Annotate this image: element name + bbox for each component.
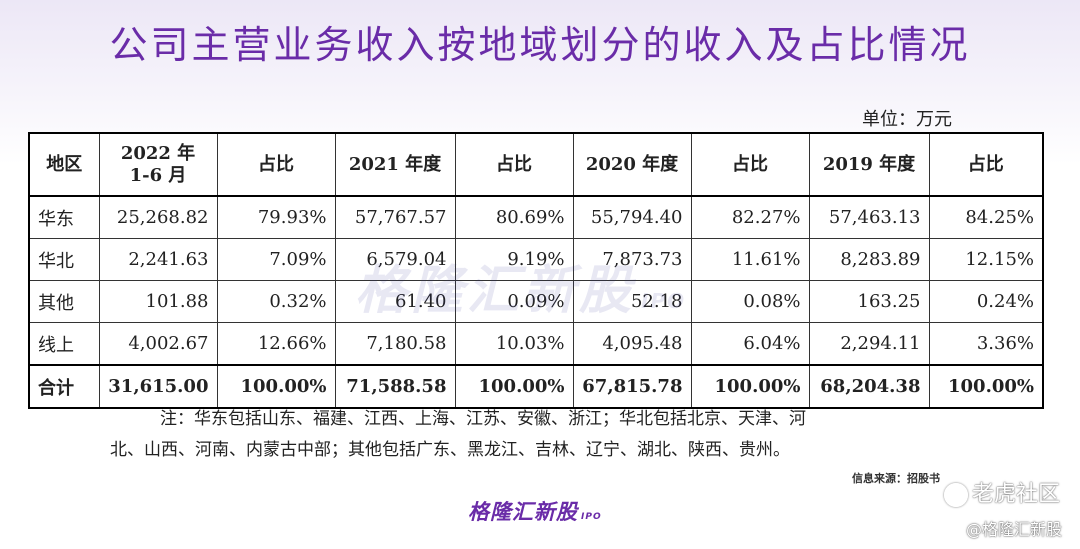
value-cell: 31,615.00 bbox=[98, 364, 218, 409]
table-row: 华北 2,241.63 7.09% 6,579.04 9.19% 7,873.73 11.6… bbox=[28, 238, 1044, 281]
value-cell: 67,815.78 bbox=[572, 364, 692, 409]
region-cell: 线上 bbox=[28, 322, 100, 366]
value-cell: 3.36% bbox=[928, 322, 1044, 366]
value-cell: 8,283.89 bbox=[808, 238, 930, 281]
value-cell: 100.00% bbox=[216, 364, 336, 409]
value-cell: 82.27% bbox=[690, 195, 810, 239]
region-cell: 地区 bbox=[28, 132, 100, 197]
value-cell: 7,873.73 bbox=[572, 238, 692, 281]
table-row: 线上 4,002.67 12.66% 7,180.58 10.03% 4,095.48 6.… bbox=[28, 322, 1044, 366]
value-cell: 52.18 bbox=[572, 280, 692, 323]
value-cell: 163.25 bbox=[808, 280, 930, 323]
value-cell: 2020 年度 bbox=[572, 132, 692, 197]
table-header-row: 地区 2022 年 1-6 月占比 2021 年度 占比 2020 年度 占比 2019 年度… bbox=[28, 132, 1044, 197]
value-cell: 7,180.58 bbox=[334, 322, 456, 366]
value-cell: 10.03% bbox=[454, 322, 574, 366]
note-line-1: 注：华东包括山东、福建、江西、上海、江苏、安徽、浙江；华北包括北京、天津、河 bbox=[160, 409, 806, 429]
community-logo-icon bbox=[943, 483, 968, 507]
value-cell: 占比 bbox=[690, 132, 810, 197]
value-cell: 2,294.11 bbox=[808, 322, 930, 366]
brand-name: 格隆汇新股 bbox=[468, 500, 578, 524]
handle-watermark: @格隆汇新股 bbox=[965, 520, 1062, 539]
note-line-2: 北、山西、河南、内蒙古中部；其他包括广东、黑龙江、吉林、辽宁、湖北、陕西、贵州。 bbox=[110, 440, 790, 460]
source-label: 信息来源：招股书 bbox=[852, 472, 940, 485]
unit-label: 单位：万元 bbox=[862, 109, 952, 130]
value-cell: 68,204.38 bbox=[808, 364, 930, 409]
value-cell: 0.24% bbox=[928, 280, 1044, 323]
value-cell: 4,095.48 bbox=[572, 322, 692, 366]
value-cell: 71,588.58 bbox=[334, 364, 456, 409]
value-cell: 80.69% bbox=[454, 195, 574, 239]
value-cell: 25,268.82 bbox=[98, 195, 218, 239]
region-cell: 华北 bbox=[28, 238, 100, 281]
value-cell: 55,794.40 bbox=[572, 195, 692, 239]
value-cell: 84.25% bbox=[928, 195, 1044, 239]
table-notes: 注：华东包括山东、福建、江西、上海、江苏、安徽、浙江；华北包括北京、天津、河 北… bbox=[110, 404, 970, 466]
brand-logo: 格隆汇新股 IPO bbox=[468, 496, 602, 526]
value-cell: 2,241.63 bbox=[98, 238, 218, 281]
page-title: 公司主营业务收入按地域划分的收入及占比情况 bbox=[109, 23, 971, 67]
value-cell: 2022 年 1-6 月 bbox=[98, 132, 218, 197]
value-cell: 12.66% bbox=[216, 322, 336, 366]
value-cell: 0.32% bbox=[216, 280, 336, 323]
value-cell: 占比 bbox=[928, 132, 1044, 197]
community-text: 老虎社区 bbox=[971, 482, 1060, 507]
value-cell: 0.08% bbox=[690, 280, 810, 323]
value-cell: 2019 年度 bbox=[808, 132, 930, 197]
value-cell: 57,767.57 bbox=[334, 195, 456, 239]
value-cell: 0.09% bbox=[454, 280, 574, 323]
table-total-row: 合计 31,615.00 100.00% 71,588.58 100.00% 67,815… bbox=[28, 364, 1044, 409]
value-cell: 7.09% bbox=[216, 238, 336, 281]
region-cell: 其他 bbox=[28, 280, 100, 323]
value-cell: 9.19% bbox=[454, 238, 574, 281]
value-cell: 100.00% bbox=[928, 364, 1044, 409]
table-row: 其他 101.88 0.32% 61.40 0.09% 52.18 0.08% 163.25 0… bbox=[28, 280, 1044, 323]
region-cell: 合计 bbox=[28, 364, 100, 409]
value-cell: 4,002.67 bbox=[98, 322, 218, 366]
region-cell: 华东 bbox=[28, 195, 100, 239]
value-cell: 12.15% bbox=[928, 238, 1044, 281]
value-cell: 6,579.04 bbox=[334, 238, 456, 281]
value-cell: 100.00% bbox=[690, 364, 810, 409]
revenue-by-region-table: 地区 2022 年 1-6 月占比 2021 年度 占比 2020 年度 占比 2019 年度… bbox=[28, 132, 1044, 409]
value-cell: 57,463.13 bbox=[808, 195, 930, 239]
value-cell: 101.88 bbox=[98, 280, 218, 323]
value-cell: 6.04% bbox=[690, 322, 810, 366]
table-row: 华东 25,268.82 79.93% 57,767.57 80.69% 55,794.4… bbox=[28, 195, 1044, 239]
value-cell: 79.93% bbox=[216, 195, 336, 239]
value-cell: 占比 bbox=[216, 132, 336, 197]
value-cell: 占比 bbox=[454, 132, 574, 197]
value-cell: 2021 年度 bbox=[334, 132, 456, 197]
brand-sub: IPO bbox=[581, 512, 602, 522]
value-cell: 61.40 bbox=[334, 280, 456, 323]
community-watermark: 老虎社区 bbox=[943, 476, 1060, 508]
value-cell: 11.61% bbox=[690, 238, 810, 281]
value-cell: 100.00% bbox=[454, 364, 574, 409]
